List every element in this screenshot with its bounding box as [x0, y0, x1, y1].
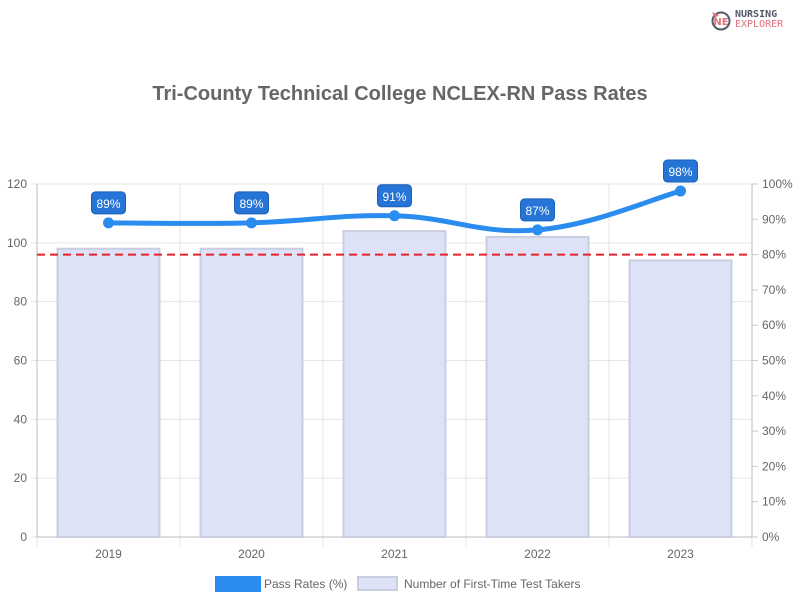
- x-tick-label: 2022: [524, 547, 551, 561]
- bar-2021: [342, 230, 447, 538]
- svg-text:NE: NE: [713, 17, 728, 28]
- data-label-box: [234, 191, 269, 215]
- data-label: 89%: [96, 197, 120, 211]
- left-tick-label: 100: [7, 236, 27, 250]
- right-tick-label: 30%: [762, 424, 786, 438]
- data-label-box: [91, 191, 126, 215]
- legend-label-test-takers: Number of First-Time Test Takers: [404, 577, 580, 591]
- x-tick-label: 2019: [95, 547, 122, 561]
- right-tick-label: 100%: [762, 177, 793, 191]
- pass-rate-point: [103, 217, 114, 229]
- data-label-box: [663, 159, 698, 183]
- x-tick-label: 2020: [238, 547, 265, 561]
- data-label: 98%: [668, 165, 692, 179]
- data-label: 87%: [525, 204, 549, 218]
- left-tick-label: 80: [14, 295, 28, 309]
- left-tick-label: 0: [20, 530, 27, 544]
- data-label: 91%: [382, 190, 406, 204]
- left-tick-label: 120: [7, 177, 27, 191]
- x-tick-label: 2021: [381, 547, 408, 561]
- bar-2019: [56, 247, 161, 538]
- right-tick-label: 40%: [762, 389, 786, 403]
- legend-label-pass-rates: Pass Rates (%): [264, 577, 347, 591]
- x-tick-label: 2023: [667, 547, 694, 561]
- right-tick-label: 90%: [762, 212, 786, 226]
- bar-2020: [199, 247, 304, 538]
- logo-icon: NE: [711, 11, 731, 31]
- left-tick-label: 60: [14, 354, 28, 368]
- pass-rate-point: [246, 217, 257, 229]
- right-tick-label: 20%: [762, 459, 786, 473]
- bar-2022: [485, 235, 590, 538]
- nursing-explorer-logo: NE NURSING EXPLORER: [710, 9, 783, 31]
- left-tick-label: 20: [14, 471, 28, 485]
- right-tick-label: 10%: [762, 495, 786, 509]
- data-label-box: [377, 184, 412, 208]
- left-tick-label: 40: [14, 412, 28, 426]
- right-tick-label: 70%: [762, 283, 786, 297]
- legend-swatch-pass-rates: [215, 576, 261, 592]
- right-tick-label: 0%: [762, 530, 780, 544]
- logo-line2: EXPLORER: [735, 19, 784, 30]
- bar-2023: [628, 259, 733, 538]
- pass-rate-point: [675, 185, 686, 197]
- logo-line1: NURSING: [735, 9, 778, 20]
- chart-title: Tri-County Technical College NCLEX-RN Pa…: [152, 83, 647, 105]
- right-tick-label: 60%: [762, 318, 786, 332]
- right-tick-label: 50%: [762, 354, 786, 368]
- data-label: 89%: [239, 197, 263, 211]
- legend-swatch-test-takers: [357, 576, 398, 591]
- pass-rate-point: [532, 224, 543, 236]
- data-label-box: [520, 198, 555, 222]
- right-tick-label: 80%: [762, 248, 786, 262]
- pass-rate-point: [389, 210, 400, 222]
